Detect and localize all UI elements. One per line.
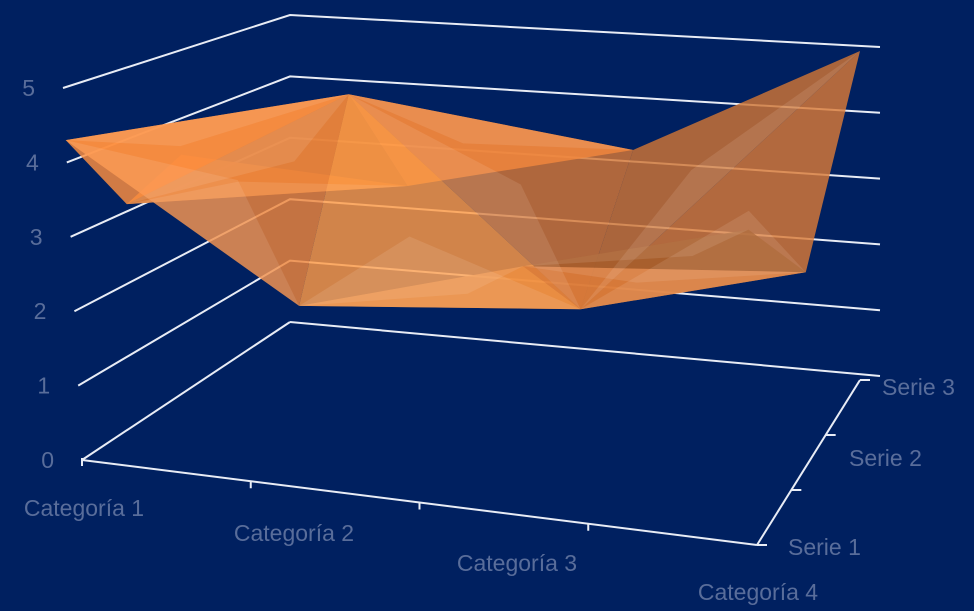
category-label-4: Categoría 4 (698, 579, 818, 605)
category-label-2: Categoría 2 (234, 520, 354, 546)
series-label-2: Serie 2 (849, 445, 922, 471)
surface-sheen-0-1-a (299, 266, 524, 306)
value-tick-label-0: 0 (41, 447, 54, 473)
surface-sheen-1-0-a (126, 94, 349, 205)
surface-sheen-1-1-b (348, 94, 634, 150)
value-tick-label-1: 1 (37, 373, 50, 399)
surface-sheen-0-2-a (523, 229, 749, 267)
gridline-5 (62, 13, 881, 89)
surface-sheen-1-0-b (126, 181, 408, 205)
surface-facet-1-2-b (580, 51, 860, 310)
series-axis-line (756, 379, 861, 546)
category-axis-labels: Categoría 1 Categoría 2 Categoría 3 Categor… (24, 495, 818, 605)
surface-sheen-0-0-a (65, 140, 300, 306)
value-tick-label-4: 4 (26, 149, 39, 175)
surface-facet-0-1-b (299, 94, 581, 310)
value-tick-label-3: 3 (30, 224, 43, 250)
surface-sheen-0-0-b (65, 94, 349, 147)
floor-left-edge (81, 321, 291, 461)
floor-axes (81, 321, 881, 546)
series-label-3: Serie 3 (882, 374, 955, 400)
category-label-1: Categoría 1 (24, 495, 144, 521)
category-label-3: Categoría 3 (457, 550, 577, 576)
value-axis-labels: 0 1 2 3 4 5 (22, 75, 54, 473)
series-axis-labels: Serie 1 Serie 2 Serie 3 (788, 374, 955, 560)
floor-back-edge (289, 321, 881, 377)
surface-sheen-1-2-b (580, 51, 860, 310)
surface-facet-0-2-b (523, 266, 806, 310)
surface-sheen-0-1-b (299, 236, 581, 310)
series-label-1: Serie 1 (788, 534, 861, 560)
surface-facet-0-2-a (523, 229, 806, 273)
surface-plot (65, 51, 860, 310)
surface-sheen-1-1-a (348, 94, 581, 310)
surface-sheen-0-2-b (523, 266, 806, 283)
value-tick-label-5: 5 (22, 75, 35, 101)
surface-sheen-1-2-a (580, 210, 806, 310)
surface-facet-0-0-b (65, 94, 349, 205)
value-tick-label-2: 2 (34, 298, 47, 324)
